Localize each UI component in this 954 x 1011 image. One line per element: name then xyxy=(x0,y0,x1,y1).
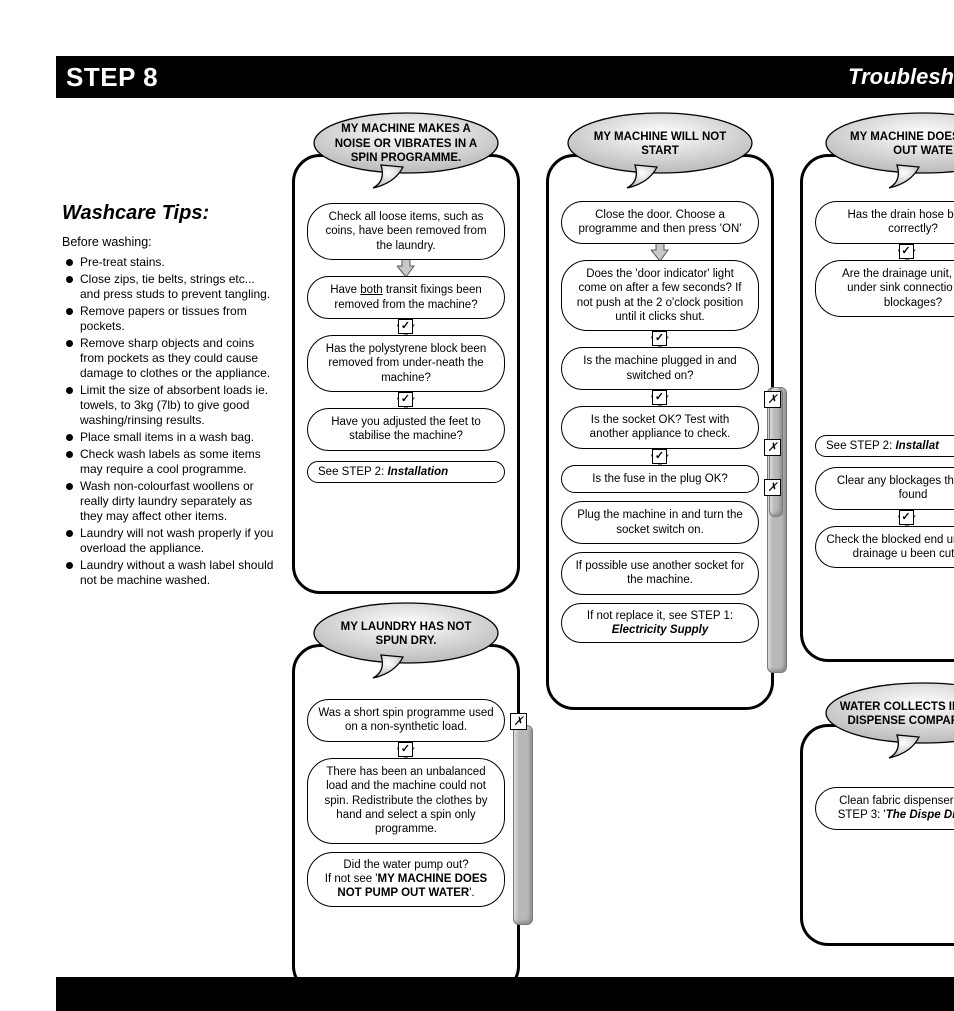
tip-item: Pre-treat stains. xyxy=(62,255,276,270)
flow-step: Have both transit fixings been removed f… xyxy=(307,276,505,319)
flow-step: Did the water pump out? If not see 'MY M… xyxy=(307,852,505,907)
check-badge: ✓ xyxy=(899,510,914,525)
title-bar: STEP 8 Troublesh xyxy=(56,56,954,98)
speech-bubble: MY LAUNDRY HAS NOT SPUN DRY. xyxy=(311,601,501,679)
tips-list: Pre-treat stains. Close zips, tie belts,… xyxy=(62,255,276,588)
speech-bubble: WATER COLLECTS IN FABRIC DISPENSE COMPAR… xyxy=(823,681,954,759)
cross-badge: ✗ xyxy=(510,713,527,730)
tip-item: Place small items in a wash bag. xyxy=(62,430,276,445)
flow-step: If not replace it, see STEP 1:Electricit… xyxy=(561,603,759,644)
speech-bubble: MY MACHINE MAKES A NOISE OR VIBRATES IN … xyxy=(311,111,501,189)
flow-step: Was a short spin programme used on a non… xyxy=(307,699,505,742)
check-badge: ✓ xyxy=(652,390,667,405)
tip-item: Laundry without a wash label should not … xyxy=(62,558,276,588)
flow-step: Has the drain hose been i correctly? xyxy=(815,201,954,244)
arrow-down-icon xyxy=(651,243,669,261)
reference-box: See STEP 2: Installat xyxy=(815,435,954,457)
flow-step: Is the machine plugged in and switched o… xyxy=(561,347,759,390)
cross-badge: ✗ xyxy=(764,479,781,496)
flow-step: Clear any blockages tha been found xyxy=(815,467,954,510)
check-badge: ✓ xyxy=(398,742,413,757)
reference-box: See STEP 2: Installation xyxy=(307,461,505,483)
arrow-down-icon: ✓ xyxy=(898,509,916,527)
check-badge: ✓ xyxy=(398,319,413,334)
check-badge: ✓ xyxy=(899,244,914,259)
panel-water-collects: WATER COLLECTS IN FABRIC DISPENSE COMPAR… xyxy=(800,724,954,946)
flow-step: Does the 'door indicator' light come on … xyxy=(561,260,759,332)
arrow-down-icon: ✓ xyxy=(651,389,669,407)
flow-step: Have you adjusted the feet to stabilise … xyxy=(307,408,505,451)
arrow-down-icon: ✓ xyxy=(397,741,415,759)
bubble-text: MY MACHINE DOES PUMP OUT WATE xyxy=(839,119,954,169)
flow-area: MY MACHINE MAKES A NOISE OR VIBRATES IN … xyxy=(292,98,954,590)
cross-badge: ✗ xyxy=(764,439,781,456)
tip-item: Close zips, tie belts, strings etc... an… xyxy=(62,272,276,302)
tip-item: Remove papers or tissues from pockets. xyxy=(62,304,276,334)
flow-step: There has been an unbalanced load and th… xyxy=(307,758,505,844)
check-badge: ✓ xyxy=(652,331,667,346)
washcare-tips: Washcare Tips: Before washing: Pre-treat… xyxy=(56,98,292,590)
flow-step: If possible use another socket for the m… xyxy=(561,552,759,595)
section-title: Troublesh xyxy=(848,64,954,90)
panel-pump-out: MY MACHINE DOES PUMP OUT WATE Has the dr… xyxy=(800,154,954,662)
speech-bubble: MY MACHINE WILL NOT START xyxy=(565,111,755,189)
flow-step: Is the socket OK? Test with another appl… xyxy=(561,406,759,449)
bubble-text: WATER COLLECTS IN FABRIC DISPENSE COMPAR… xyxy=(839,689,954,739)
flow-pipe xyxy=(513,725,533,925)
footer-bar xyxy=(56,977,954,1011)
arrow-down-icon: ✓ xyxy=(898,243,916,261)
tip-item: Check wash labels as some items may requ… xyxy=(62,447,276,477)
flow-step: Plug the machine in and turn the socket … xyxy=(561,501,759,544)
tips-heading: Washcare Tips: xyxy=(62,202,276,225)
bubble-text: MY LAUNDRY HAS NOT SPUN DRY. xyxy=(327,609,485,659)
arrow-down-icon xyxy=(397,259,415,277)
flow-step: Has the polystyrene block been removed f… xyxy=(307,335,505,392)
panel-will-not-start: MY MACHINE WILL NOT START Close the door… xyxy=(546,154,774,710)
flow-step: Close the door. Choose a programme and t… xyxy=(561,201,759,244)
panel-not-spun-dry: MY LAUNDRY HAS NOT SPUN DRY. Was a short… xyxy=(292,644,520,994)
bubble-text: MY MACHINE WILL NOT START xyxy=(581,119,739,169)
flow-step: Is the fuse in the plug OK? xyxy=(561,465,759,493)
arrow-down-icon: ✓ xyxy=(397,318,415,336)
arrow-down-icon: ✓ xyxy=(651,330,669,348)
cross-badge: ✗ xyxy=(764,391,781,408)
flow-step: Clean fabric dispenser o See STEP 3: 'Th… xyxy=(815,787,954,830)
flow-step: Check all loose items, such as coins, ha… xyxy=(307,203,505,260)
tip-item: Limit the size of absorbent loads ie. to… xyxy=(62,383,276,428)
flow-step: Are the drainage unit, sta or under sink… xyxy=(815,260,954,317)
speech-bubble: MY MACHINE DOES PUMP OUT WATE xyxy=(823,111,954,189)
check-badge: ✓ xyxy=(398,392,413,407)
bubble-text: MY MACHINE MAKES A NOISE OR VIBRATES IN … xyxy=(327,119,485,169)
arrow-down-icon: ✓ xyxy=(651,448,669,466)
tips-subhead: Before washing: xyxy=(62,235,276,249)
tip-item: Wash non-colourfast woollens or really d… xyxy=(62,479,276,524)
panel-noise-vibrate: MY MACHINE MAKES A NOISE OR VIBRATES IN … xyxy=(292,154,520,594)
check-badge: ✓ xyxy=(652,449,667,464)
tip-item: Laundry will not wash properly if you ov… xyxy=(62,526,276,556)
arrow-down-icon: ✓ xyxy=(397,391,415,409)
flow-step: Check the blocked end under sink drainag… xyxy=(815,526,954,569)
step-number: STEP 8 xyxy=(66,62,158,93)
tip-item: Remove sharp objects and coins from pock… xyxy=(62,336,276,381)
